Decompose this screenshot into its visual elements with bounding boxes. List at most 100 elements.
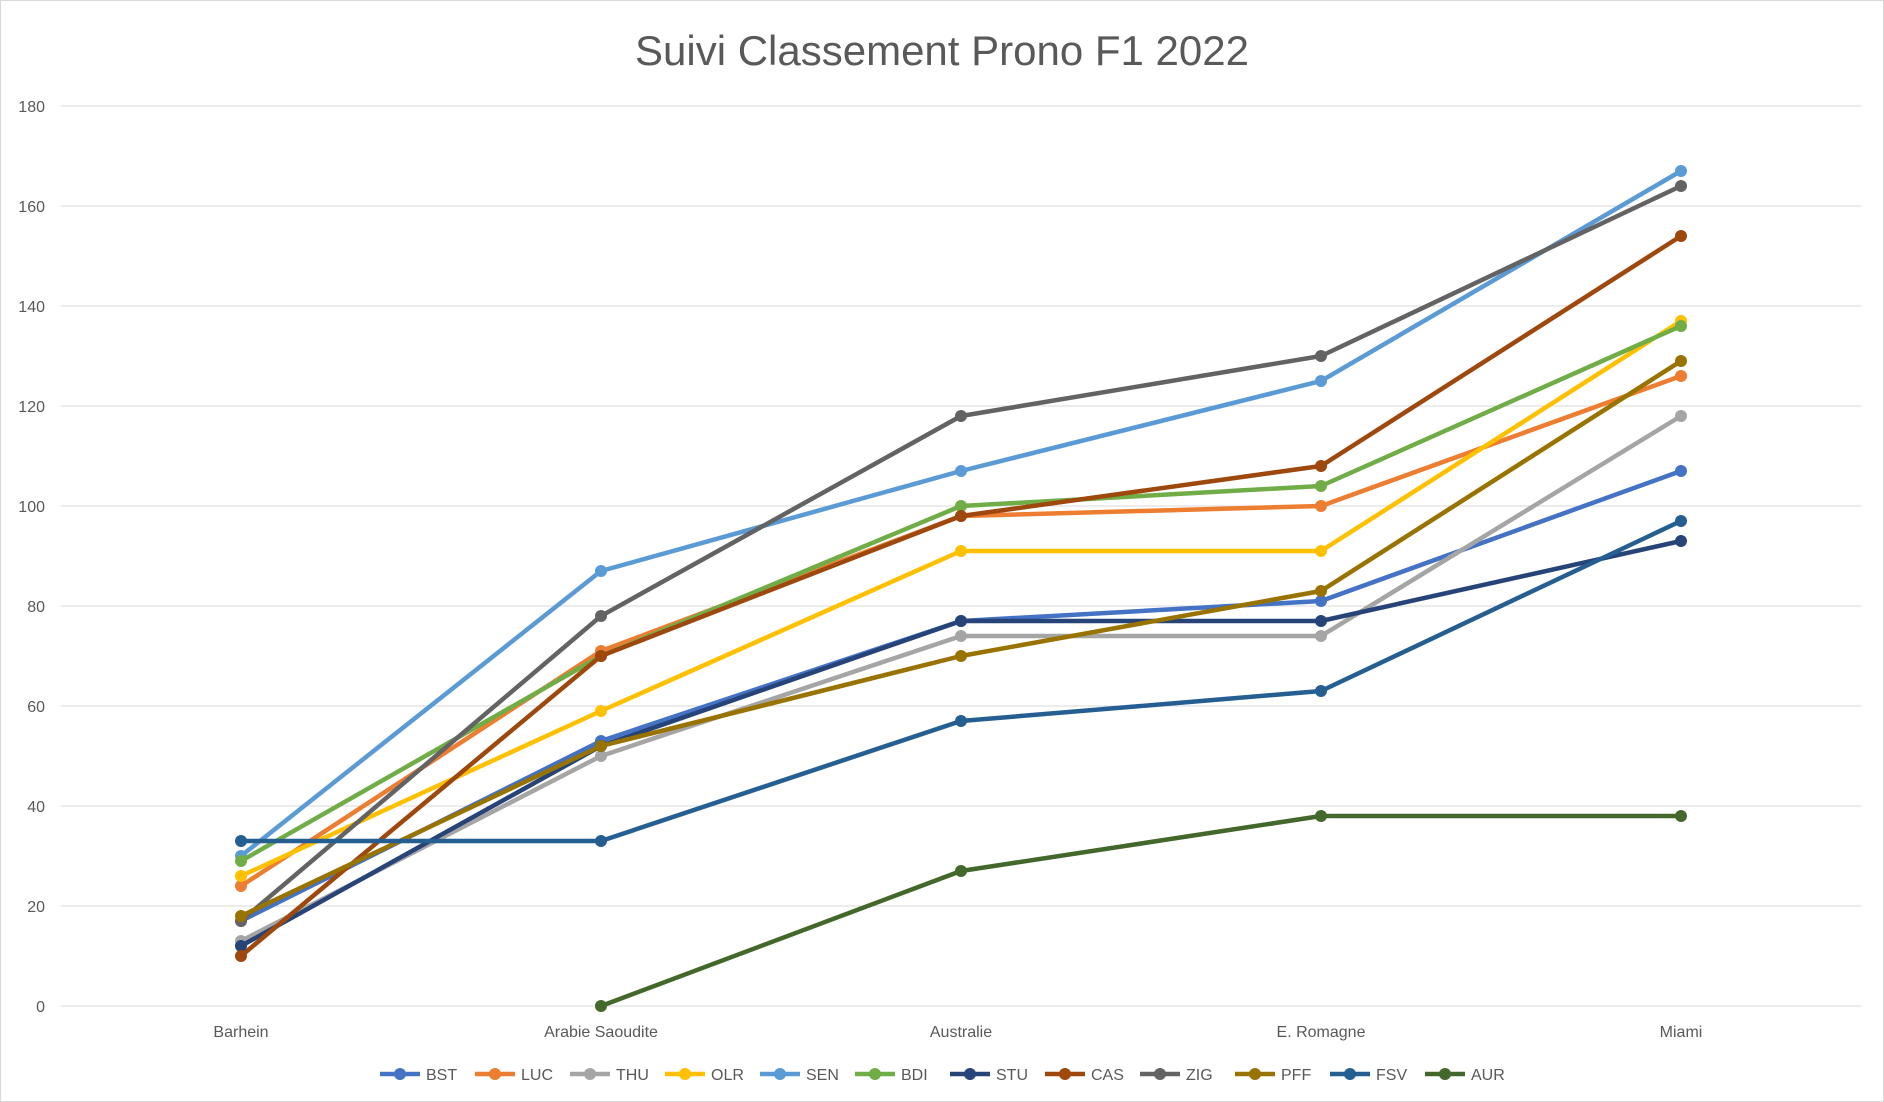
legend-label: LUC <box>521 1067 553 1084</box>
x-axis-ticks: Barhein Arabie Saoudite Australie E. Romagn… <box>213 1024 1702 1041</box>
legend-label: BDI <box>901 1067 928 1084</box>
legend-swatch-marker <box>1154 1068 1166 1080</box>
legend-swatch-marker <box>1249 1068 1261 1080</box>
series-thu <box>235 410 1687 947</box>
data-point <box>1675 410 1687 422</box>
legend-swatch-marker <box>1344 1068 1356 1080</box>
data-point <box>1315 375 1327 387</box>
x-tick-label: E. Romagne <box>1277 1024 1366 1041</box>
series-line <box>238 413 1684 944</box>
data-point <box>1675 320 1687 332</box>
legend-item: ZIG <box>1140 1067 1213 1084</box>
x-tick-label: Arabie Saoudite <box>544 1024 658 1041</box>
data-point <box>1315 615 1327 627</box>
series-olr <box>235 315 1687 882</box>
legend-label: SEN <box>806 1067 839 1084</box>
data-point <box>1315 685 1327 697</box>
data-point <box>1315 545 1327 557</box>
data-point <box>595 750 607 762</box>
chart-title: Suivi Classement Prono F1 2022 <box>635 27 1249 74</box>
data-point <box>1315 595 1327 607</box>
legend-swatch-marker <box>869 1068 881 1080</box>
legend-item: OLR <box>665 1067 744 1084</box>
data-point <box>1675 230 1687 242</box>
data-point <box>595 705 607 717</box>
legend-swatch-marker <box>489 1068 501 1080</box>
legend-swatch-marker <box>679 1068 691 1080</box>
legend-label: ZIG <box>1186 1067 1213 1084</box>
data-point <box>955 650 967 662</box>
legend-label: STU <box>996 1067 1028 1084</box>
series-line <box>238 318 1684 879</box>
legend-item: SEN <box>760 1067 839 1084</box>
data-point <box>235 940 247 952</box>
data-point <box>1675 465 1687 477</box>
data-point <box>955 865 967 877</box>
series-line <box>238 233 1684 959</box>
legend-item: STU <box>950 1067 1028 1084</box>
series-line <box>598 813 1684 1009</box>
y-tick-label: 20 <box>27 899 45 916</box>
data-point <box>595 650 607 662</box>
data-point <box>1675 180 1687 192</box>
y-tick-label: 80 <box>27 599 45 616</box>
legend-swatch-marker <box>1059 1068 1071 1080</box>
y-tick-label: 40 <box>27 799 45 816</box>
legend-item: THU <box>570 1067 649 1084</box>
data-point <box>235 950 247 962</box>
legend: BST LUC THU OLR SEN BDI STU CAS ZIG PFF FSV AUR <box>380 1067 1505 1084</box>
data-point <box>1675 810 1687 822</box>
data-point <box>955 465 967 477</box>
y-tick-label: 160 <box>18 199 45 216</box>
data-point <box>595 835 607 847</box>
y-tick-label: 100 <box>18 499 45 516</box>
series-lines <box>235 165 1687 1012</box>
series-pff <box>235 355 1687 922</box>
series-cas <box>235 230 1687 962</box>
data-point <box>235 835 247 847</box>
data-point <box>1315 460 1327 472</box>
legend-label: BST <box>426 1067 457 1084</box>
data-point <box>1675 165 1687 177</box>
legend-item: CAS <box>1045 1067 1124 1084</box>
data-point <box>1315 585 1327 597</box>
data-point <box>955 715 967 727</box>
legend-label: PFF <box>1281 1067 1311 1084</box>
legend-item: BST <box>380 1067 457 1084</box>
data-point <box>235 870 247 882</box>
series-line <box>238 468 1684 924</box>
y-tick-label: 180 <box>18 99 45 116</box>
x-tick-label: Australie <box>930 1024 992 1041</box>
data-point <box>1315 630 1327 642</box>
legend-swatch-marker <box>964 1068 976 1080</box>
y-tick-label: 60 <box>27 699 45 716</box>
series-stu <box>235 535 1687 952</box>
y-tick-label: 0 <box>36 999 45 1016</box>
y-axis-ticks: 0 20 40 60 80 100 120 140 160 180 <box>18 99 45 1016</box>
legend-item: LUC <box>475 1067 553 1084</box>
data-point <box>1315 350 1327 362</box>
data-point <box>1675 355 1687 367</box>
legend-label: FSV <box>1376 1067 1407 1084</box>
data-point <box>595 1000 607 1012</box>
legend-item: PFF <box>1235 1067 1311 1084</box>
data-point <box>595 565 607 577</box>
data-point <box>235 880 247 892</box>
legend-label: OLR <box>711 1067 744 1084</box>
data-point <box>955 500 967 512</box>
data-point <box>955 410 967 422</box>
legend-swatch-marker <box>584 1068 596 1080</box>
data-point <box>1675 515 1687 527</box>
data-point <box>955 545 967 557</box>
legend-label: CAS <box>1091 1067 1124 1084</box>
series-sen <box>235 165 1687 862</box>
y-tick-label: 140 <box>18 299 45 316</box>
data-point <box>1315 480 1327 492</box>
data-point <box>955 615 967 627</box>
legend-swatch-marker <box>394 1068 406 1080</box>
x-tick-label: Miami <box>1660 1024 1703 1041</box>
data-point <box>1315 500 1327 512</box>
data-point <box>595 610 607 622</box>
